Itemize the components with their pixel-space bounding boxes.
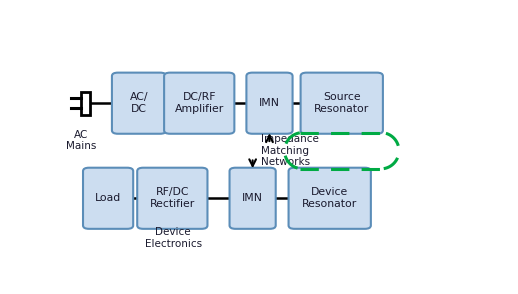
Text: Device
Electronics: Device Electronics <box>145 227 202 249</box>
Text: RF/DC
Rectifier: RF/DC Rectifier <box>150 187 195 209</box>
FancyBboxPatch shape <box>300 73 383 134</box>
Text: Source
Resonator: Source Resonator <box>314 92 369 114</box>
Text: Device
Resonator: Device Resonator <box>302 187 357 209</box>
Text: IMN: IMN <box>242 193 263 203</box>
FancyBboxPatch shape <box>164 73 234 134</box>
FancyBboxPatch shape <box>81 92 90 115</box>
FancyBboxPatch shape <box>137 168 208 229</box>
Text: Impedance
Matching
Networks: Impedance Matching Networks <box>262 134 319 167</box>
Text: IMN: IMN <box>259 98 280 108</box>
FancyBboxPatch shape <box>247 73 293 134</box>
FancyBboxPatch shape <box>229 168 276 229</box>
FancyBboxPatch shape <box>289 168 371 229</box>
FancyBboxPatch shape <box>112 73 166 134</box>
Text: AC
Mains: AC Mains <box>66 130 96 151</box>
Text: DC/RF
Amplifier: DC/RF Amplifier <box>175 92 224 114</box>
Text: Load: Load <box>95 193 121 203</box>
FancyBboxPatch shape <box>83 168 133 229</box>
Text: AC/
DC: AC/ DC <box>130 92 148 114</box>
